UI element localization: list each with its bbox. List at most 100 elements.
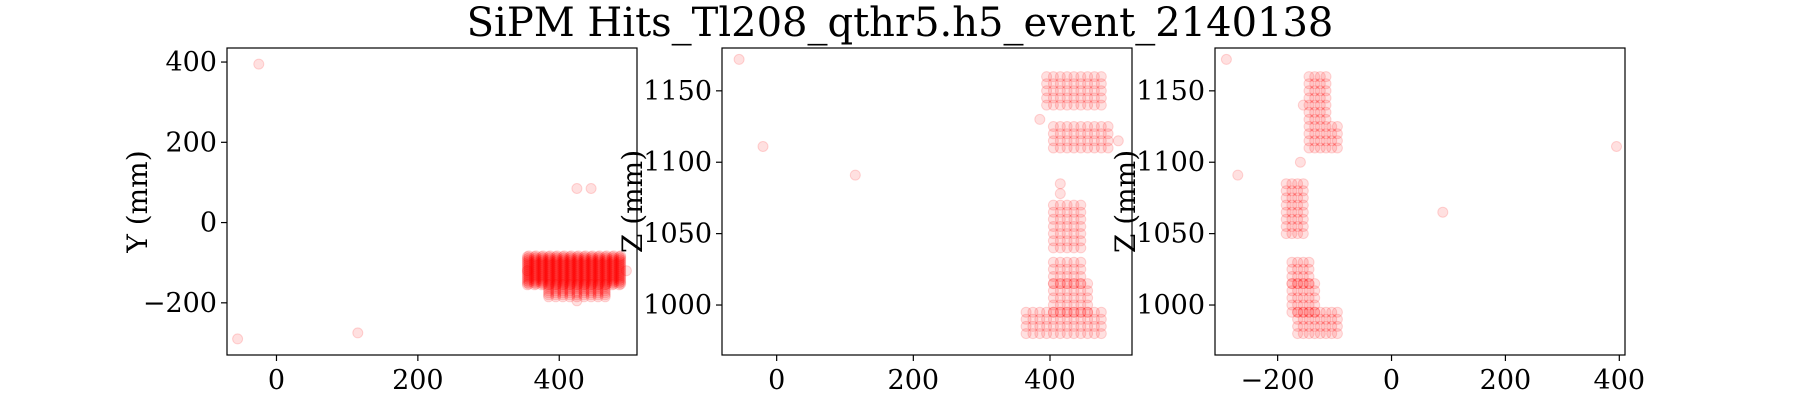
hit-point bbox=[1292, 278, 1304, 290]
hit-point bbox=[578, 267, 590, 279]
y-tick-label: 1050 bbox=[1136, 219, 1205, 250]
hit-point bbox=[601, 262, 613, 274]
hit-point bbox=[592, 279, 604, 291]
hit-point bbox=[594, 256, 605, 268]
hit-point bbox=[572, 262, 584, 274]
hit-point bbox=[1075, 242, 1087, 254]
hit-point bbox=[1320, 78, 1332, 90]
hit-point bbox=[1054, 188, 1066, 200]
hit-point bbox=[1034, 306, 1046, 318]
y-tick-label: 1000 bbox=[1136, 290, 1205, 321]
hit-point bbox=[578, 279, 590, 291]
hit-point bbox=[557, 281, 569, 293]
hit-point bbox=[1314, 92, 1326, 104]
hit-point bbox=[1292, 271, 1304, 282]
axes-frame bbox=[226, 47, 638, 356]
hit-point bbox=[558, 252, 570, 264]
hit-point bbox=[1088, 71, 1100, 83]
hit-point bbox=[613, 261, 625, 273]
hit-point bbox=[599, 285, 611, 297]
hit-point bbox=[1061, 99, 1073, 111]
hit-point bbox=[521, 279, 533, 291]
hit-point bbox=[536, 273, 548, 285]
x-tick-label: 0 bbox=[268, 365, 285, 396]
hit-point bbox=[1297, 178, 1309, 190]
hit-point bbox=[615, 276, 627, 288]
hit-point bbox=[599, 273, 611, 285]
hit-point bbox=[1095, 121, 1107, 132]
hit-point bbox=[1061, 221, 1073, 232]
hit-point bbox=[521, 271, 533, 283]
hit-point bbox=[564, 261, 576, 273]
hit-point bbox=[544, 266, 556, 278]
hit-point bbox=[1286, 263, 1298, 275]
hit-point bbox=[550, 289, 562, 301]
hit-point bbox=[615, 272, 627, 284]
hit-point bbox=[613, 259, 625, 271]
hit-point bbox=[613, 271, 625, 283]
hit-point bbox=[1286, 213, 1298, 225]
hit-point bbox=[550, 271, 562, 283]
hit-point bbox=[529, 265, 540, 277]
hit-point bbox=[615, 268, 627, 280]
hit-point bbox=[599, 271, 611, 283]
hit-point bbox=[543, 251, 555, 263]
hit-point bbox=[1082, 99, 1094, 111]
hit-point bbox=[557, 289, 569, 301]
hit-point bbox=[1034, 328, 1046, 340]
hit-point bbox=[1303, 128, 1315, 140]
hit-point bbox=[1309, 278, 1321, 290]
hit-point bbox=[529, 253, 540, 265]
hit-point bbox=[592, 265, 604, 277]
hit-point bbox=[1292, 278, 1304, 290]
hit-point bbox=[544, 252, 556, 264]
hit-point bbox=[1309, 128, 1321, 140]
hit-point bbox=[1309, 121, 1321, 132]
hit-point bbox=[565, 268, 577, 280]
hit-point bbox=[1082, 285, 1094, 297]
hit-point bbox=[544, 272, 556, 284]
hit-point bbox=[608, 270, 620, 282]
hit-point bbox=[599, 253, 611, 265]
hit-point bbox=[1061, 320, 1073, 332]
hit-point bbox=[606, 277, 618, 289]
hit-point bbox=[1061, 299, 1073, 311]
hit-point bbox=[1326, 306, 1338, 318]
hit-point bbox=[550, 283, 562, 295]
hit-point bbox=[592, 285, 604, 297]
hit-point bbox=[551, 278, 563, 290]
hit-point bbox=[578, 287, 590, 299]
hit-point bbox=[1326, 142, 1338, 154]
hit-point bbox=[613, 279, 625, 291]
hit-point bbox=[1303, 121, 1315, 132]
hit-point bbox=[579, 274, 591, 286]
y-tick-label: 1100 bbox=[643, 147, 712, 178]
hit-point bbox=[564, 281, 576, 293]
hit-point bbox=[1054, 306, 1066, 318]
hit-point bbox=[579, 256, 591, 268]
hit-point bbox=[608, 260, 620, 272]
hit-point bbox=[572, 270, 584, 282]
hit-point bbox=[1309, 292, 1321, 304]
hit-point bbox=[1095, 128, 1107, 140]
hit-point bbox=[585, 255, 597, 267]
hit-point bbox=[1054, 221, 1066, 232]
hit-point bbox=[1047, 278, 1059, 290]
hit-point bbox=[1027, 306, 1039, 318]
hit-point bbox=[537, 258, 549, 270]
hit-point bbox=[572, 256, 584, 268]
hit-point bbox=[530, 278, 542, 290]
hit-point bbox=[1047, 128, 1059, 140]
hit-point bbox=[1297, 320, 1309, 332]
hit-point bbox=[1041, 99, 1053, 111]
hit-point bbox=[1292, 185, 1304, 197]
hit-point bbox=[1309, 92, 1321, 104]
hit-point bbox=[1041, 313, 1053, 325]
y-tick-label: 1100 bbox=[1136, 147, 1205, 178]
subplot-y-z: −200 0 200 400 1000 1050 1100 1150 Z (mm) bbox=[1109, 47, 1645, 396]
hit-point bbox=[1280, 199, 1292, 211]
hit-point bbox=[564, 279, 576, 291]
hit-point bbox=[608, 268, 620, 280]
hit-point bbox=[543, 257, 555, 269]
hit-point bbox=[551, 256, 563, 268]
